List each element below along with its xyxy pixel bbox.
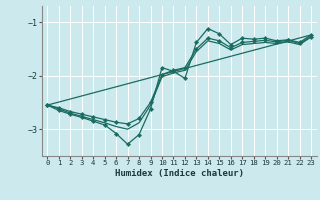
X-axis label: Humidex (Indice chaleur): Humidex (Indice chaleur) [115, 169, 244, 178]
